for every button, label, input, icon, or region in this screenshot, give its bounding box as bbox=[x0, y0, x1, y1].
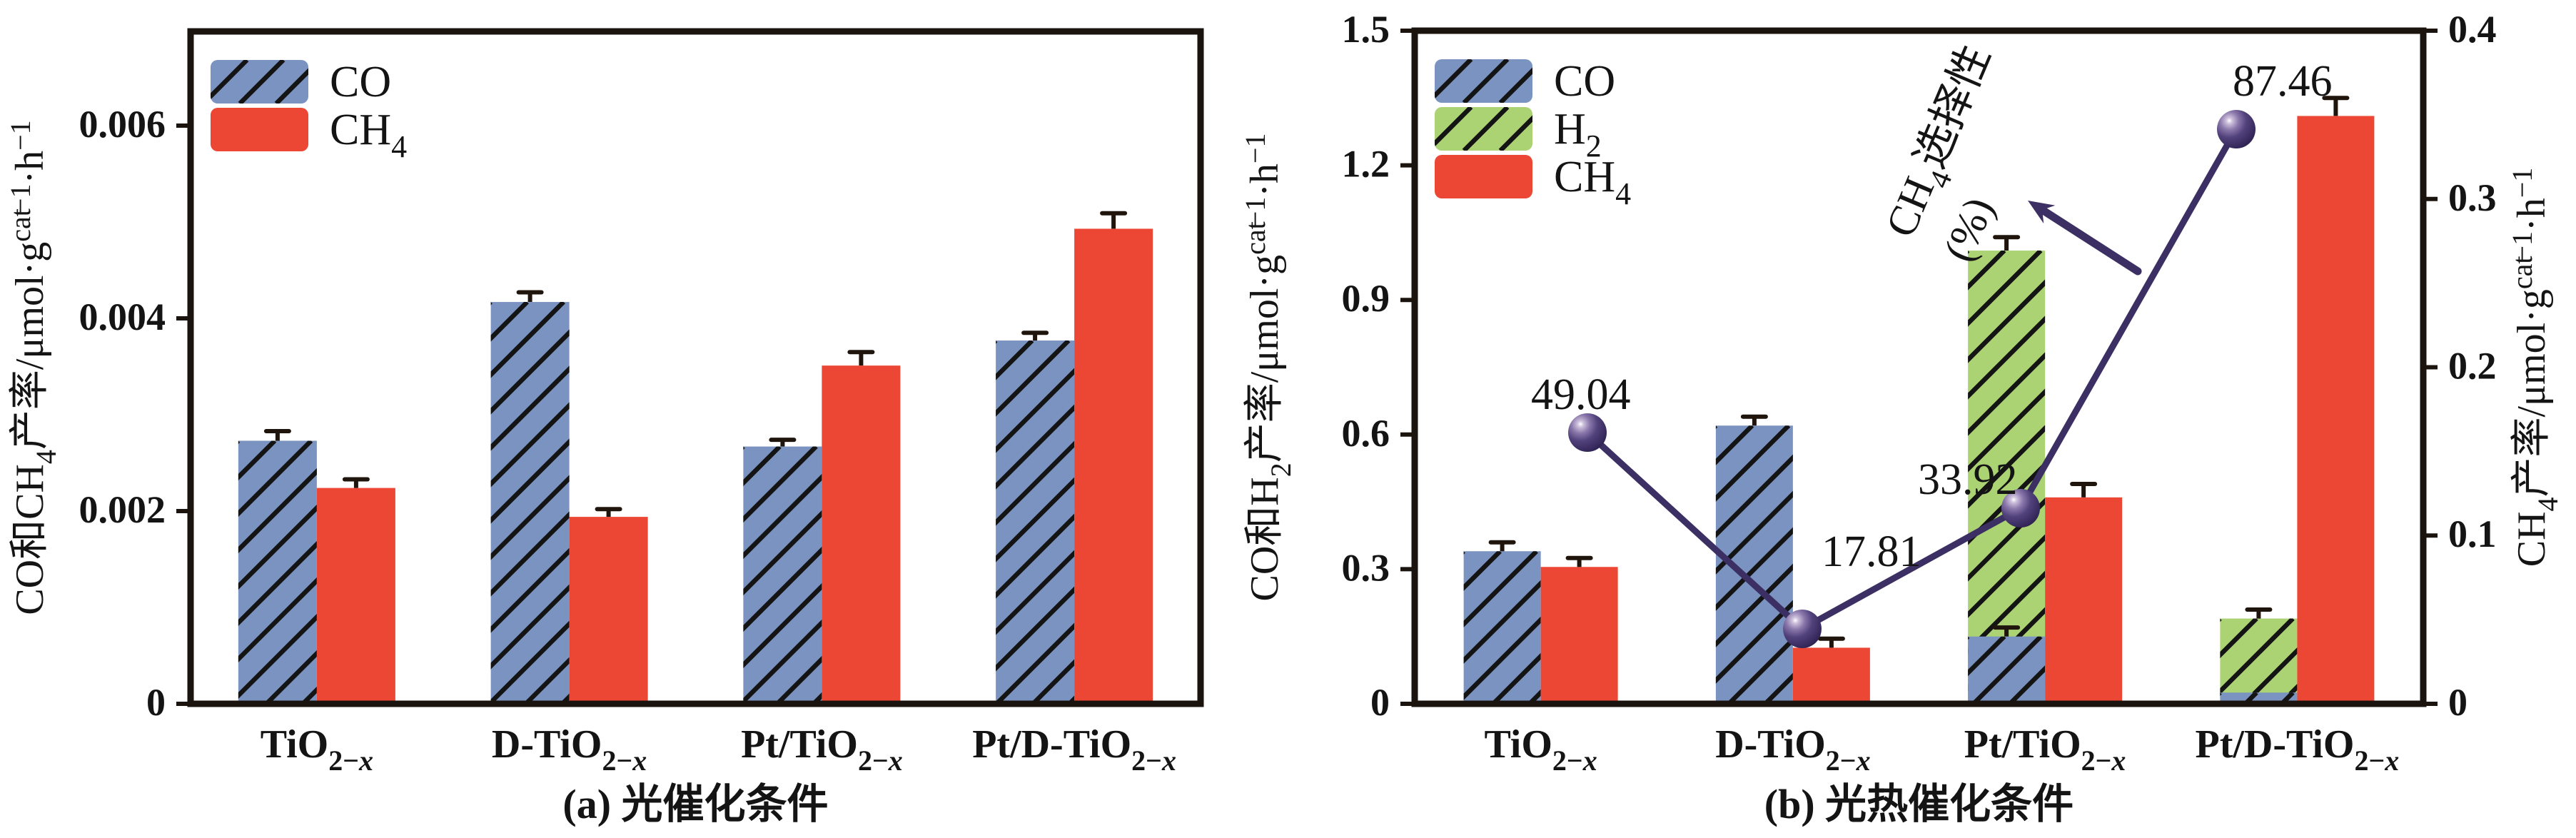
svg-text:CO: CO bbox=[330, 58, 391, 106]
svg-text:0.9: 0.9 bbox=[1342, 277, 1390, 320]
svg-text:(b) 光热催化条件: (b) 光热催化条件 bbox=[1764, 781, 2074, 827]
svg-text:0.3: 0.3 bbox=[1342, 546, 1390, 589]
svg-text:0: 0 bbox=[2448, 681, 2468, 724]
svg-text:33.92: 33.92 bbox=[1918, 455, 2018, 504]
svg-text:0.4: 0.4 bbox=[2448, 8, 2497, 51]
svg-text:0.004: 0.004 bbox=[79, 296, 166, 338]
svg-text:0.1: 0.1 bbox=[2448, 513, 2497, 555]
svg-text:17.81: 17.81 bbox=[1822, 527, 1921, 576]
svg-text:0.3: 0.3 bbox=[2448, 176, 2497, 219]
svg-text:0: 0 bbox=[1370, 681, 1390, 724]
svg-text:0.6: 0.6 bbox=[1342, 412, 1390, 455]
svg-text:0.002: 0.002 bbox=[79, 488, 166, 531]
svg-text:(a) 光催化条件: (a) 光催化条件 bbox=[562, 781, 828, 827]
svg-text:87.46: 87.46 bbox=[2233, 57, 2333, 106]
svg-text:0: 0 bbox=[146, 681, 166, 724]
svg-text:0.006: 0.006 bbox=[79, 103, 166, 146]
svg-text:1.2: 1.2 bbox=[1342, 143, 1390, 186]
svg-text:0.2: 0.2 bbox=[2448, 345, 2497, 388]
svg-text:49.04: 49.04 bbox=[1531, 370, 1631, 419]
svg-text:1.5: 1.5 bbox=[1342, 8, 1390, 51]
svg-text:CO: CO bbox=[1554, 57, 1615, 106]
